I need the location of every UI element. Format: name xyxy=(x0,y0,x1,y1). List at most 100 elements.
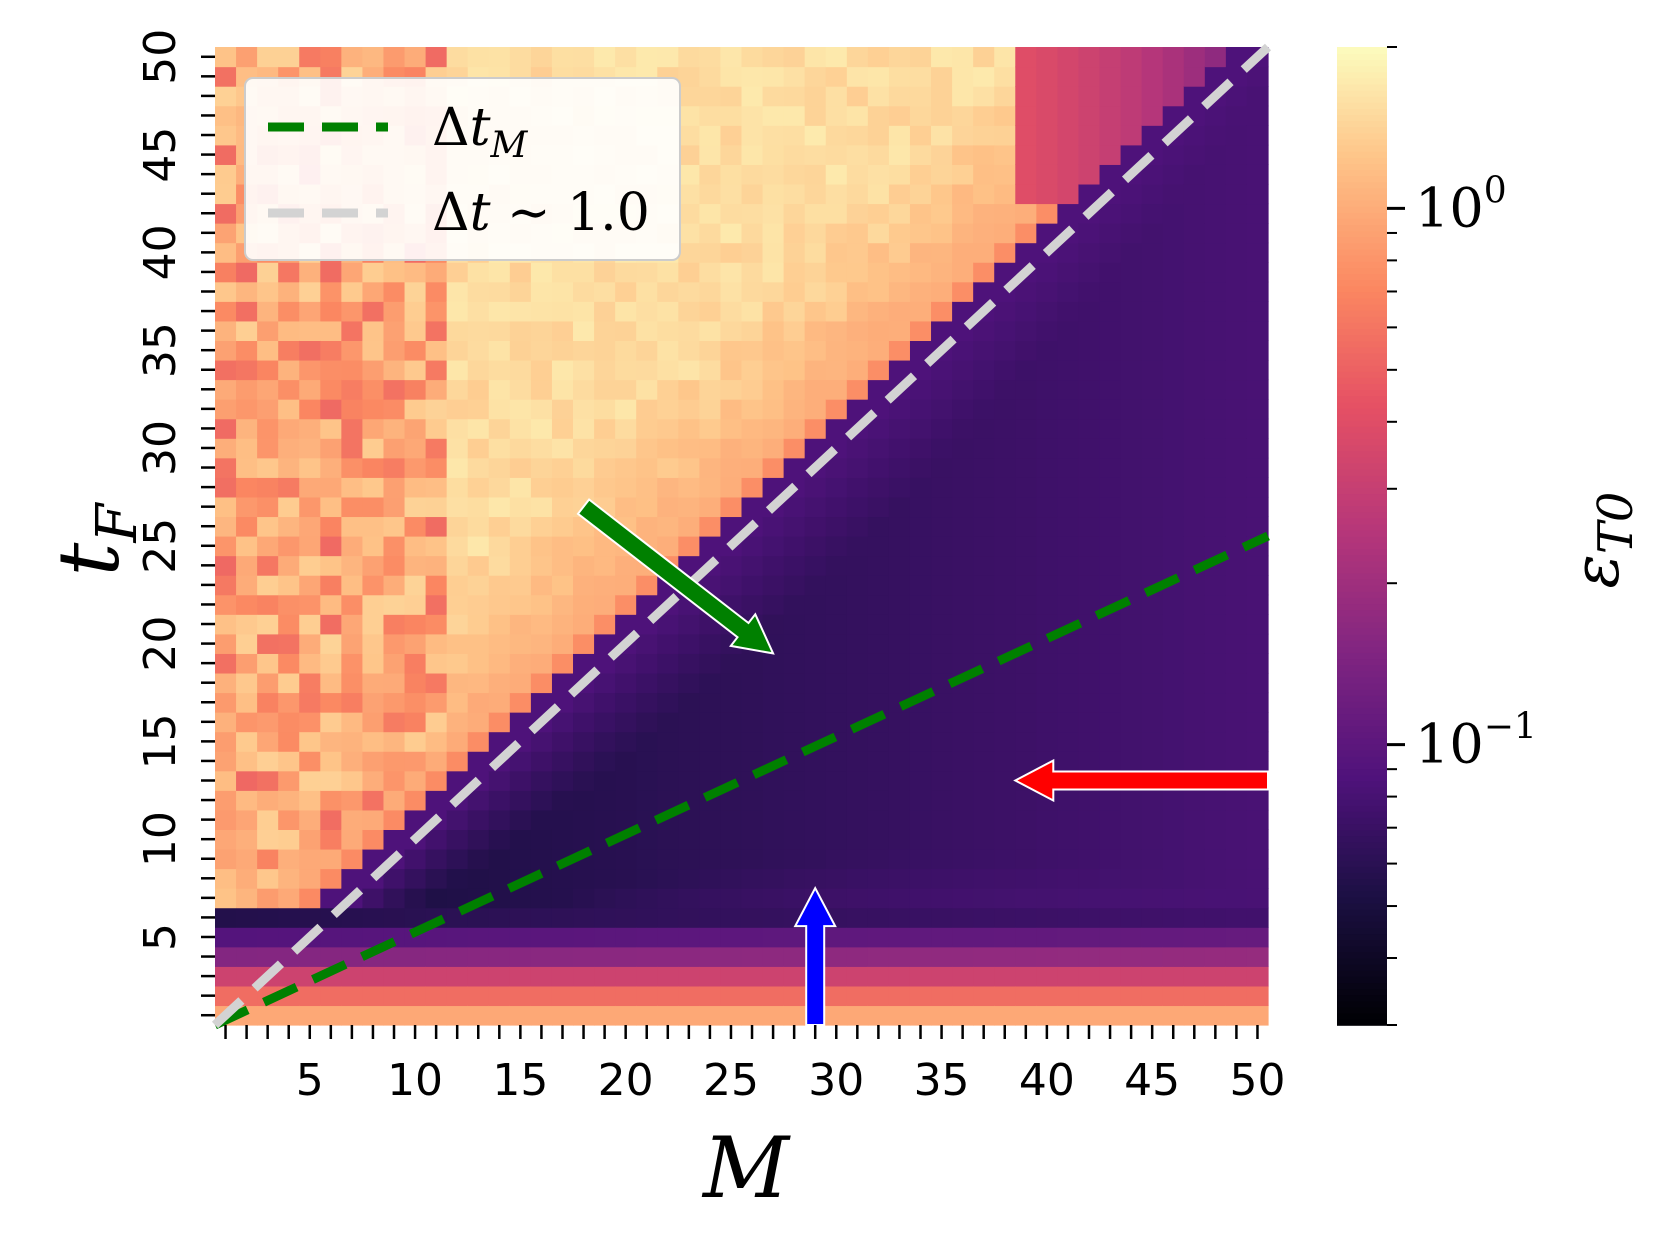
heatmap-cell xyxy=(615,809,637,830)
heatmap-cell xyxy=(383,281,406,302)
heatmap-cell xyxy=(594,790,616,811)
heatmap-cell xyxy=(973,555,995,576)
heatmap-cell xyxy=(888,985,911,1007)
heatmap-cell xyxy=(530,47,553,68)
heatmap-cell xyxy=(1246,379,1269,400)
heatmap-cell xyxy=(909,985,932,1007)
heatmap-cell xyxy=(699,633,722,654)
heatmap-cell xyxy=(678,809,700,830)
heatmap-cell xyxy=(573,418,595,439)
heatmap-cell xyxy=(509,536,532,557)
heatmap-cell xyxy=(530,516,553,537)
heatmap-cell xyxy=(1036,712,1058,733)
heatmap-cell xyxy=(1162,262,1185,283)
heatmap-cell xyxy=(699,731,722,752)
heatmap-cell xyxy=(1225,653,1248,674)
heatmap-cell xyxy=(888,496,911,518)
heatmap-cell xyxy=(1141,164,1164,185)
heatmap-cell xyxy=(615,262,637,283)
heatmap-cell xyxy=(909,809,932,830)
heatmap-cell xyxy=(973,242,995,263)
colorbar-segment xyxy=(1337,823,1387,831)
heatmap-cell xyxy=(867,672,890,694)
heatmap-cell xyxy=(573,320,595,341)
heatmap-cell xyxy=(530,770,553,791)
heatmap-cell xyxy=(888,927,911,948)
heatmap-cell xyxy=(952,242,974,263)
heatmap-cell xyxy=(573,399,595,420)
heatmap-cell xyxy=(1057,320,1080,341)
heatmap-cell xyxy=(804,653,827,674)
heatmap-cell xyxy=(699,183,722,205)
heatmap-cell xyxy=(888,66,911,87)
heatmap-cell xyxy=(1015,790,1037,811)
heatmap-cell xyxy=(1246,105,1269,126)
heatmap-cell xyxy=(509,516,532,537)
heatmap-cell xyxy=(446,712,469,733)
colorbar-segment xyxy=(1337,236,1387,244)
heatmap-cell xyxy=(825,575,848,596)
heatmap-cell xyxy=(699,66,722,87)
heatmap-cell xyxy=(446,751,469,772)
heatmap-cell xyxy=(952,555,974,576)
heatmap-cell xyxy=(1141,633,1164,654)
x-tick-label: 35 xyxy=(914,1055,970,1106)
heatmap-cell xyxy=(1183,496,1206,518)
heatmap-cell xyxy=(762,340,785,361)
heatmap-cell xyxy=(657,262,679,283)
heatmap-cell xyxy=(699,946,722,967)
heatmap-cell xyxy=(467,829,490,850)
heatmap-cell xyxy=(1246,1005,1269,1026)
colorbar-segment xyxy=(1337,254,1387,262)
heatmap-cell xyxy=(1141,66,1164,87)
heatmap-cell xyxy=(467,594,490,615)
heatmap-cell xyxy=(973,223,995,244)
heatmap-cell xyxy=(257,946,279,967)
heatmap-cell xyxy=(1078,692,1101,713)
heatmap-cell xyxy=(615,966,637,987)
heatmap-cell xyxy=(909,418,932,439)
heatmap-cell xyxy=(973,633,995,654)
heatmap-cell xyxy=(973,888,995,909)
heatmap-cell xyxy=(825,105,848,126)
heatmap-cell xyxy=(1057,125,1080,146)
heatmap-cell xyxy=(1246,86,1269,107)
heatmap-cell xyxy=(1225,985,1248,1007)
heatmap-cell xyxy=(1099,340,1122,361)
heatmap-cell xyxy=(320,848,342,870)
heatmap-cell xyxy=(867,1005,890,1026)
heatmap-cell xyxy=(825,770,848,791)
heatmap-cell xyxy=(320,301,342,322)
heatmap-cell xyxy=(404,712,427,733)
heatmap-cell xyxy=(994,516,1016,537)
heatmap-cell xyxy=(551,438,574,459)
heatmap-cell xyxy=(657,985,679,1007)
heatmap-cell xyxy=(257,614,279,635)
heatmap-cell xyxy=(551,418,574,439)
heatmap-cell xyxy=(1141,751,1164,772)
heatmap-cell xyxy=(257,731,279,752)
heatmap-cell xyxy=(1120,848,1143,870)
heatmap-cell xyxy=(636,731,658,752)
green-arrow xyxy=(576,498,775,655)
colorbar-segment xyxy=(1337,872,1387,880)
heatmap-cell xyxy=(846,262,869,283)
heatmap-cell xyxy=(636,966,658,987)
heatmap-cell xyxy=(825,359,848,381)
heatmap-cell xyxy=(678,731,700,752)
heatmap-cell xyxy=(594,927,616,948)
heatmap-cell xyxy=(1225,809,1248,830)
colorbar-segment xyxy=(1337,364,1387,372)
heatmap-cell xyxy=(1036,496,1058,518)
heatmap-cell xyxy=(594,594,616,615)
heatmap-cell xyxy=(1204,379,1227,400)
heatmap-cell xyxy=(952,575,974,596)
heatmap-cell xyxy=(1162,536,1185,557)
heatmap-cell xyxy=(1015,223,1037,244)
heatmap-cell xyxy=(1183,418,1206,439)
heatmap-cell xyxy=(699,927,722,948)
colorbar-segment xyxy=(1337,419,1387,427)
heatmap-cell xyxy=(404,536,427,557)
heatmap-cell xyxy=(404,946,427,967)
heatmap-cell xyxy=(1099,809,1122,830)
